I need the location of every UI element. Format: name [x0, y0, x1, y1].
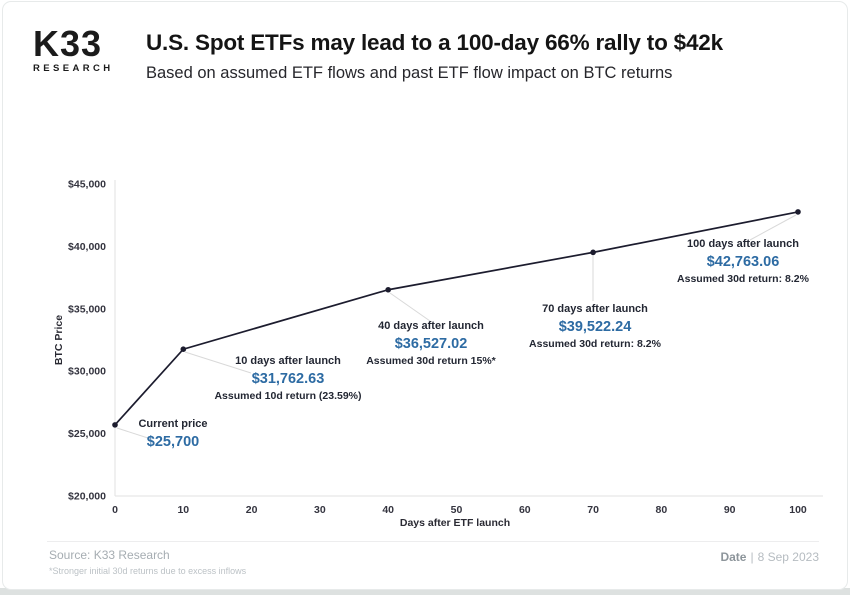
svg-text:$35,000: $35,000	[68, 303, 106, 315]
annotation-value: $31,762.63	[251, 370, 325, 387]
annotation-note: Assumed 30d return: 8.2%	[529, 338, 661, 351]
annotation-10-days: 10 days after launch $31,762.63 Assumed …	[198, 355, 378, 402]
annotation-note: Assumed 30d return 15%*	[366, 355, 496, 368]
svg-text:$20,000: $20,000	[68, 491, 106, 503]
annotation-label: 40 days after launch	[378, 320, 484, 332]
annotation-40-days: 40 days after launch $36,527.02 Assumed …	[341, 320, 521, 367]
svg-text:10: 10	[177, 504, 189, 516]
svg-text:30: 30	[314, 504, 326, 516]
svg-text:$30,000: $30,000	[68, 366, 106, 378]
svg-text:20: 20	[246, 504, 258, 516]
k33-logo: K33 RESEARCH	[33, 23, 145, 75]
y-axis-label: BTC Price	[53, 314, 65, 366]
footnote-text: *Stronger initial 30d returns due to exc…	[49, 566, 247, 576]
svg-text:0: 0	[112, 504, 118, 516]
annotation-note: Assumed 30d return: 8.2%	[677, 273, 809, 286]
title-block: U.S. Spot ETFs may lead to a 100-day 66%…	[146, 26, 723, 83]
k33-logo-text: K33	[33, 23, 103, 64]
annotation-value: $42,763.06	[706, 253, 780, 270]
svg-text:80: 80	[656, 504, 668, 516]
svg-text:50: 50	[451, 504, 463, 516]
annotation-100-days: 100 days after launch $42,763.06 Assumed…	[651, 238, 835, 285]
date-separator: |	[750, 550, 754, 564]
report-header: K33 RESEARCH U.S. Spot ETFs may lead to …	[3, 2, 847, 83]
annotation-value: $36,527.02	[394, 335, 468, 352]
footer-divider	[47, 541, 819, 542]
k33-logo-subtext: RESEARCH	[33, 63, 114, 74]
btc-price-line-chart: $20,000 $25,000 $30,000 $35,000 $40,000 $45,0…	[68, 179, 823, 516]
svg-text:$40,000: $40,000	[68, 241, 106, 253]
card-bottom-edge	[0, 588, 850, 595]
svg-text:60: 60	[519, 504, 531, 516]
date-value: 8 Sep 2023	[757, 550, 819, 564]
annotation-current-price: Current price $25,700	[111, 418, 235, 450]
annotation-label: 10 days after launch	[235, 355, 341, 367]
x-axis-label: Days after ETF launch	[399, 517, 511, 529]
annotation-label: 70 days after launch	[542, 303, 648, 315]
svg-text:$25,000: $25,000	[68, 428, 106, 440]
source-text: Source: K33 Research	[49, 548, 170, 562]
annotation-label: 100 days after launch	[687, 238, 799, 250]
annotation-label: Current price	[138, 418, 208, 430]
annotation-note: Assumed 10d return (23.59%)	[214, 390, 362, 403]
annotation-70-days: 70 days after launch $39,522.24 Assumed …	[505, 303, 685, 350]
annotation-value: $25,700	[146, 433, 200, 450]
date-block: Date | 8 Sep 2023	[720, 550, 819, 564]
svg-text:40: 40	[382, 504, 394, 516]
svg-text:100: 100	[789, 504, 807, 516]
annotation-value: $39,522.24	[558, 318, 632, 335]
page-title: U.S. Spot ETFs may lead to a 100-day 66%…	[146, 30, 723, 55]
page-subtitle: Based on assumed ETF flows and past ETF …	[146, 64, 673, 82]
date-label: Date	[720, 550, 747, 564]
svg-text:90: 90	[724, 504, 736, 516]
svg-text:70: 70	[587, 504, 599, 516]
svg-text:$45,000: $45,000	[68, 179, 106, 191]
